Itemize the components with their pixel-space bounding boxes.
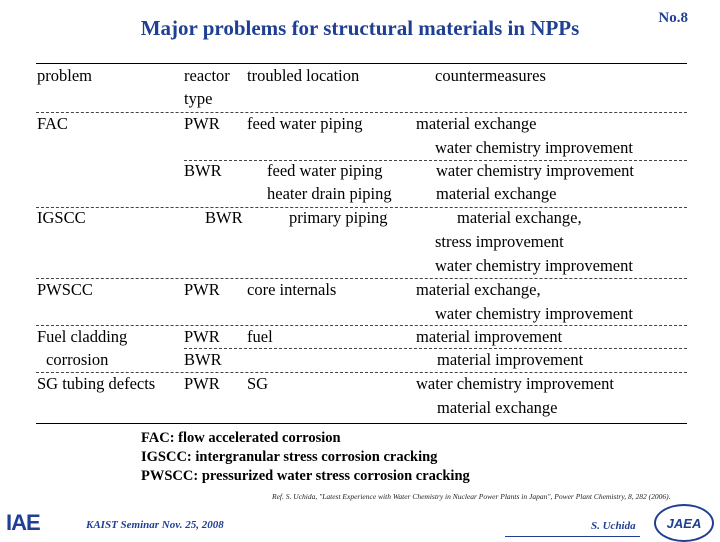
countermeasure-cell: material exchange	[416, 114, 537, 133]
problem-fuel-cladding: Fuel cladding	[37, 327, 128, 346]
footer-seminar: KAIST Seminar Nov. 25, 2008	[86, 519, 224, 531]
reactor-cell: PWR	[184, 114, 220, 133]
reactor-cell: BWR	[184, 350, 222, 369]
jaea-logo: JAEA	[654, 504, 714, 542]
definition-pwscc: PWSCC: pressurized water stress corrosio…	[141, 468, 470, 484]
countermeasure-cell: water chemistry improvement	[435, 304, 633, 323]
countermeasure-cell: material improvement	[416, 327, 563, 346]
slide-number: No.8	[658, 10, 688, 26]
location-cell: core internals	[247, 280, 337, 299]
pwscc-fuel-divider	[36, 325, 687, 326]
header-reactor-type: type	[184, 89, 213, 108]
fac-row-divider	[184, 160, 687, 161]
countermeasure-cell: material exchange	[437, 398, 558, 417]
fac-igscc-divider	[36, 207, 687, 208]
table-bottom-rule	[36, 423, 687, 424]
header-divider	[36, 112, 687, 113]
location-cell: feed water piping	[267, 161, 383, 180]
fuel-sg-divider	[36, 372, 687, 373]
countermeasure-cell: stress improvement	[435, 232, 564, 251]
footer-underline	[505, 536, 640, 537]
header-problem: problem	[37, 66, 92, 85]
location-cell: SG	[247, 374, 269, 393]
definition-igscc: IGSCC: intergranular stress corrosion cr…	[141, 449, 438, 465]
countermeasure-cell: material exchange	[436, 184, 557, 203]
definition-fac: FAC: flow accelerated corrosion	[141, 430, 341, 446]
problem-fac: FAC	[37, 114, 68, 133]
problem-pwscc: PWSCC	[37, 280, 93, 299]
fuel-row-divider	[184, 348, 687, 349]
reactor-cell: BWR	[205, 208, 243, 227]
reactor-cell: BWR	[184, 161, 222, 180]
countermeasure-cell: material exchange,	[416, 280, 541, 299]
header-location: troubled location	[247, 66, 360, 85]
countermeasure-cell: material exchange,	[457, 208, 582, 227]
location-cell: heater drain piping	[267, 184, 392, 203]
location-cell: fuel	[247, 327, 273, 346]
countermeasure-cell: water chemistry improvement	[435, 256, 633, 275]
iae-logo: IAE	[6, 510, 41, 535]
footer-author: S. Uchida	[591, 520, 636, 532]
table-top-rule	[36, 63, 687, 64]
reference-note: Ref. S. Uchida, "Latest Experience with …	[272, 492, 671, 501]
countermeasure-cell: water chemistry improvement	[416, 374, 614, 393]
countermeasure-cell: water chemistry improvement	[435, 138, 633, 157]
problem-corrosion: corrosion	[46, 350, 109, 369]
location-cell: feed water piping	[247, 114, 363, 133]
header-reactor: reactor	[184, 66, 230, 85]
problem-igscc: IGSCC	[37, 208, 86, 227]
problem-sg-tubing: SG tubing defects	[37, 374, 156, 393]
header-countermeasures: countermeasures	[435, 66, 546, 85]
countermeasure-cell: water chemistry improvement	[436, 161, 634, 180]
reactor-cell: PWR	[184, 374, 220, 393]
slide-title: Major problems for structural materials …	[140, 16, 580, 40]
igscc-pwscc-divider	[36, 278, 687, 279]
reactor-cell: PWR	[184, 327, 220, 346]
countermeasure-cell: material improvement	[437, 350, 584, 369]
location-cell: primary piping	[289, 208, 388, 227]
reactor-cell: PWR	[184, 280, 220, 299]
